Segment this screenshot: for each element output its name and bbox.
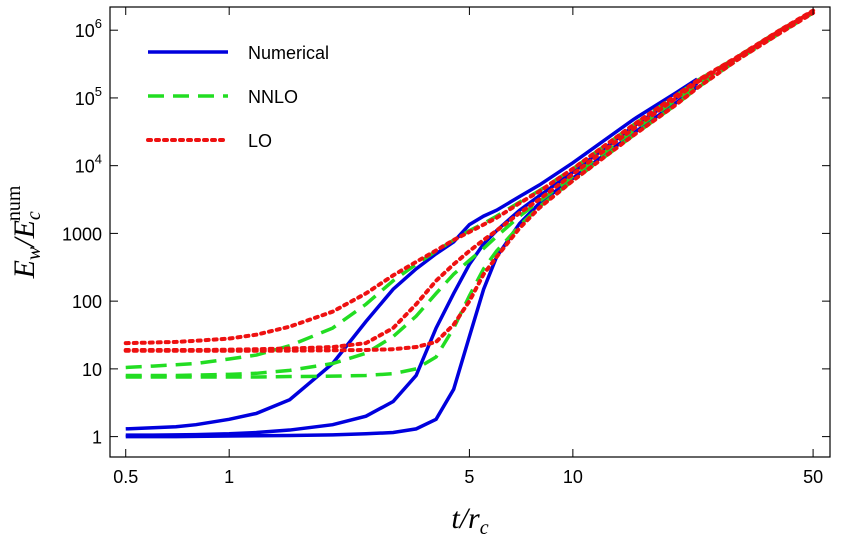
y-tick-base: 10 <box>75 21 95 41</box>
y-tick-base: 10 <box>75 157 95 177</box>
y-tick-exponent: 4 <box>95 152 102 167</box>
legend-label: Numerical <box>248 43 329 63</box>
plot-area <box>123 8 816 439</box>
y-tick-label: 1000 <box>62 224 102 244</box>
curve <box>125 77 699 431</box>
y-label-sub: w <box>23 246 45 260</box>
y-tick-label: 106 <box>75 16 102 41</box>
frame <box>109 6 831 458</box>
x-label-sub: c <box>480 517 489 539</box>
x-tick-label: 10 <box>563 467 583 487</box>
y-tick-label: 10 <box>82 360 102 380</box>
curve <box>125 81 699 437</box>
y-tick-label: 100 <box>72 292 102 312</box>
x-tick-label: 1 <box>224 467 234 487</box>
curve <box>125 11 814 379</box>
y-label-base: E <box>8 260 41 279</box>
y-label-sup: num <box>3 185 25 221</box>
legend-label: LO <box>248 131 272 151</box>
y-tick-label: 105 <box>75 84 102 109</box>
legend-label: NNLO <box>248 87 298 107</box>
y-tick-exponent: 6 <box>95 16 102 31</box>
y-label-sub: c <box>23 211 45 220</box>
curve <box>125 9 814 370</box>
y-tick-label: 1 <box>92 428 102 448</box>
curve <box>125 85 699 439</box>
x-tick-label: 0.5 <box>113 467 138 487</box>
y-axis-label: Ew/Ecnum <box>3 185 45 279</box>
y-tick-exponent: 5 <box>95 84 102 99</box>
y-label-base: /E <box>8 220 41 249</box>
x-label-base: t/r <box>451 502 480 535</box>
curve <box>123 10 816 353</box>
curve <box>125 10 814 378</box>
y-tick-label: 104 <box>75 152 102 177</box>
curve <box>123 8 816 346</box>
x-axis-label: t/rc <box>451 502 488 539</box>
y-tick-base: 10 <box>75 89 95 109</box>
x-tick-label: 50 <box>803 467 823 487</box>
x-tick-label: 5 <box>464 467 474 487</box>
